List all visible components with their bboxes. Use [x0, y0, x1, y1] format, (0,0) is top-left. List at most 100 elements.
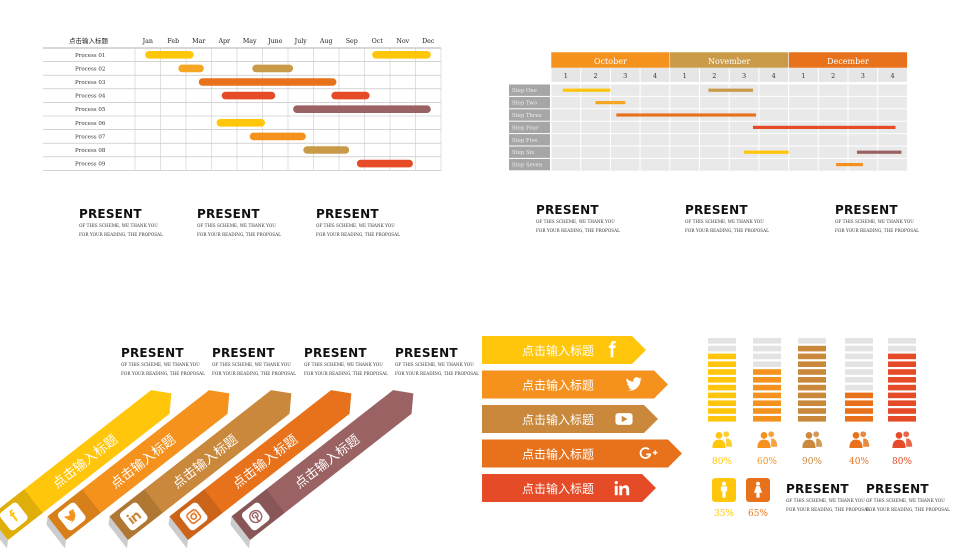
present-block: PRESENT OF THIS SCHEME, WE THANK YOU FOR… [786, 482, 870, 514]
process-label: Process 09 [75, 162, 106, 168]
level-segment [888, 377, 916, 383]
ribbon-body [109, 390, 292, 540]
level-segment [798, 369, 826, 375]
level-segment [845, 353, 873, 360]
present-title: PRESENT [197, 207, 260, 221]
group-icon [712, 431, 733, 448]
present-text: OF THIS SCHEME, WE THANK YOU [212, 362, 291, 367]
level-segment [845, 369, 873, 375]
month-label: Dec [422, 38, 435, 45]
gender-stats: 35% 65% [705, 476, 775, 521]
level-segment [845, 384, 873, 391]
present-text: FOR YOUR READING, THE PROPOSAL [536, 228, 620, 233]
gantt-bar [303, 146, 350, 154]
present-text: OF THIS SCHEME, WE THANK YOU [786, 498, 865, 503]
level-segment [798, 353, 826, 360]
gantt-chart-monthly: 点击输入标题 Jan Feb Mar Apr May June July Aug Sep Oct No… [43, 34, 443, 172]
month-label: Aug [319, 38, 333, 45]
week-label: 4 [653, 72, 657, 80]
week-label: 1 [564, 72, 568, 80]
level-segment [708, 353, 736, 360]
level-percent: 80% [712, 457, 732, 467]
level-segment [708, 400, 736, 406]
month-label: May [243, 38, 257, 45]
present-text: FOR YOUR READING, THE PROPOSAL [316, 232, 400, 237]
present-block: PRESENT OF THIS SCHEME, WE THANK YOU FOR… [212, 346, 296, 378]
gantt-bar [616, 113, 756, 117]
month-label: Apr [217, 38, 231, 45]
present-text: OF THIS SCHEME, WE THANK YOU [395, 362, 474, 367]
present-block: PRESENT OF THIS SCHEME, WE THANK YOU FOR… [395, 346, 479, 378]
step-label: Step Three [512, 113, 542, 119]
gantt-bar [562, 88, 611, 92]
process-label: Process 04 [75, 94, 106, 100]
present-block: PRESENT OF THIS SCHEME, WE THANK YOU FOR… [316, 207, 400, 239]
present-block: PRESENT OF THIS SCHEME, WE THANK YOU FOR… [835, 203, 919, 235]
present-text: OF THIS SCHEME, WE THANK YOU [79, 223, 158, 228]
present-text: FOR YOUR READING, THE PROPOSAL [395, 371, 479, 376]
step-label-bg [509, 158, 550, 171]
present-text: FOR YOUR READING, THE PROPOSAL [79, 232, 163, 237]
level-segment [888, 353, 916, 360]
level-segment [708, 408, 736, 414]
step-label: Step Five [512, 138, 537, 144]
level-segment [845, 377, 873, 383]
level-segment [888, 400, 916, 406]
month-name: December [827, 57, 869, 66]
pinterest-icon [249, 509, 263, 524]
present-title: PRESENT [121, 346, 184, 360]
week-label: 1 [683, 72, 687, 80]
gantt-chart-weekly: October November December 1 2 3 4 1 2 3 4 1 2 3 4 Step … [509, 51, 908, 172]
present-text: FOR YOUR READING, THE PROPOSAL [835, 228, 919, 233]
step-label: Step Two [512, 101, 537, 107]
social-arrow [482, 370, 668, 399]
present-block: PRESENT OF THIS SCHEME, WE THANK YOU FOR… [121, 346, 205, 378]
level-segment [753, 384, 781, 391]
level-segment [753, 353, 781, 360]
present-block: PRESENT OF THIS SCHEME, WE THANK YOU FOR… [866, 482, 950, 514]
week-label: 3 [623, 72, 627, 80]
month-label: Feb [167, 38, 179, 45]
present-text: FOR YOUR READING, THE PROPOSAL [304, 371, 388, 376]
month-name: November [708, 57, 751, 66]
level-segment [753, 392, 781, 399]
social-arrow [482, 336, 646, 364]
gantt-bar [744, 150, 789, 154]
level-segment [798, 345, 826, 352]
social-arrow-label: 点击输入标题 [522, 343, 594, 358]
month-label: Mar [192, 38, 206, 45]
social-arrow-label: 点击输入标题 [522, 378, 594, 393]
ribbon-body [47, 390, 230, 540]
facebook-icon [9, 509, 19, 522]
month-name: October [594, 57, 627, 66]
level-segment [753, 377, 781, 383]
process-label: Process 05 [75, 107, 106, 113]
level-segment [708, 384, 736, 391]
level-segment [845, 345, 873, 352]
level-segment [845, 400, 873, 406]
gantt-bar [752, 125, 896, 129]
social-arrow [482, 439, 682, 468]
present-text: OF THIS SCHEME, WE THANK YOU [835, 219, 914, 224]
process-label: Process 08 [75, 148, 106, 154]
social-arrow-label: 点击输入标题 [522, 412, 594, 427]
twitter-icon [64, 508, 76, 524]
week-label: 2 [593, 72, 597, 80]
level-segment [708, 369, 736, 375]
present-title: PRESENT [304, 346, 367, 360]
social-arrow-label: 点击输入标题 [522, 481, 594, 496]
present-text: FOR YOUR READING, THE PROPOSAL [197, 232, 281, 237]
present-text: OF THIS SCHEME, WE THANK YOU [316, 223, 395, 228]
gantt-weekly-svg: October November December 1 2 3 4 1 2 3 4 1 2 3 4 Step … [509, 51, 908, 171]
level-percent: 90% [802, 457, 822, 467]
level-percent: 60% [757, 457, 777, 467]
week-label: 4 [772, 72, 776, 80]
level-segment [798, 400, 826, 406]
google-plus-icon [639, 447, 658, 459]
gantt-bar [252, 64, 294, 73]
present-title: PRESENT [786, 482, 849, 496]
male-icon [720, 481, 728, 498]
present-block: PRESENT OF THIS SCHEME, WE THANK YOU FOR… [536, 203, 620, 235]
gantt-bar [595, 101, 626, 105]
month-label: July [294, 38, 308, 45]
